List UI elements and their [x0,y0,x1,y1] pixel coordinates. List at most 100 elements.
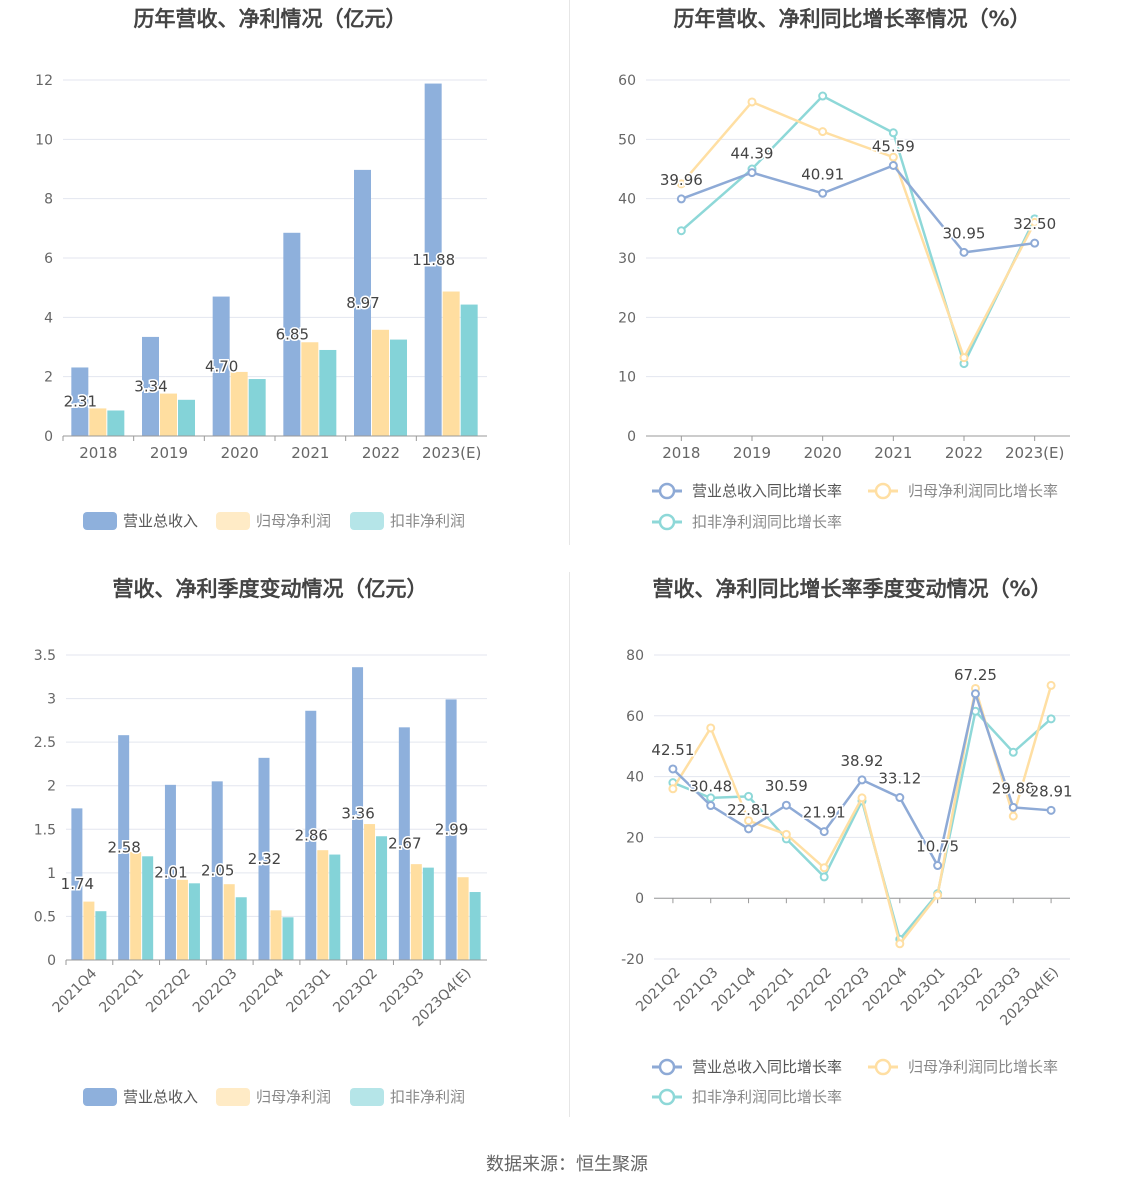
bar-deducted-profit [188,883,200,960]
data-point [888,128,898,138]
annual-growth-rate-panel: 历年营收、净利同比增长率情况（%） 0 10 20 30 40 50 60 2018 2019 20… [570,0,1134,545]
bar-deducted-profit [376,836,388,960]
x-tick-label: 2021 [291,444,329,462]
bar-revenue [258,757,270,960]
bar-net-profit [364,824,376,960]
bar-net-profit [410,864,422,960]
bar-revenue [354,169,371,436]
annual-revenue-profit-chart: 历年营收、净利情况（亿元） 0 2 4 6 8 10 12 2018 2019 2020 2021 20… [35,7,487,530]
y-tick-label: 0 [47,953,56,969]
bar-revenue [164,784,176,960]
data-label: 30.59 [765,777,808,795]
bar-net-profit [270,910,282,960]
legend-swatch-marker [658,1058,676,1076]
data-point [970,689,980,699]
bar-net-profit [442,291,460,436]
bar-deducted-profit [319,349,337,436]
x-tick-label: 2020 [804,444,842,462]
chart-title: 营收、净利季度变动情况（亿元） [113,577,428,601]
data-label: 6.85 [276,325,309,343]
y-tick-label: 1 [47,866,56,882]
data-point [781,800,791,810]
data-point [818,188,828,198]
data-label: 3.36 [341,805,374,823]
bar-deducted-profit [329,854,341,960]
data-point [959,247,969,257]
y-tick-label: 8 [44,192,53,208]
y-tick-label: 40 [618,192,636,208]
y-tick-label: 20 [618,310,636,326]
x-tick-label: 2019 [150,444,188,462]
data-point [668,784,678,794]
y-tick-label: 10 [35,132,53,148]
annual-growth-rate-chart: 历年营收、净利同比增长率情况（%） 0 10 20 30 40 50 60 2018 2019 20… [618,7,1070,531]
legend-label: 营业总收入同比增长率 [692,1058,842,1076]
y-tick-label: 12 [35,73,53,89]
bar-deducted-profit [107,410,125,436]
legend-label: 归母净利润同比增长率 [908,1058,1058,1076]
x-tick-label: 2019 [733,444,771,462]
bar-net-profit [372,329,389,436]
data-label: 2.32 [248,850,281,868]
legend-swatch [83,512,117,530]
bar-deducted-profit [282,917,294,960]
x-tick-label: 2021 [874,444,912,462]
data-label: 3.34 [134,377,167,395]
legend-label: 扣非净利润 [390,512,465,530]
x-tick-label: 2022Q3 [190,966,241,1017]
x-tick-label: 2023Q2 [330,966,381,1017]
data-point [747,97,757,107]
data-label: 67.25 [954,666,997,684]
y-tick-label: 2 [47,779,56,795]
x-tick-label: 2022Q1 [96,966,147,1017]
y-tick-label: -20 [621,952,644,968]
data-label: 30.95 [943,224,986,242]
data-point [818,91,828,101]
x-tick-label: 2023(E) [1005,444,1064,462]
data-label: 8.97 [346,294,379,312]
legend-label: 营业总收入 [123,1088,198,1106]
x-tick-label: 2022Q2 [143,966,194,1017]
legend-swatch-marker [658,513,676,531]
data-point [888,160,898,170]
data-label: 42.51 [651,741,694,759]
x-tick-label: 2021Q4 [50,965,101,1016]
annual-revenue-profit-panel: 历年营收、净利情况（亿元） 0 2 4 6 8 10 12 2018 2019 2020 2021 20… [0,0,565,545]
data-point [1008,802,1018,812]
bar-deducted-profit [142,856,154,960]
data-point [747,168,757,178]
data-point [819,827,829,837]
x-tick-label: 2023Q1 [284,966,335,1017]
y-tick-label: 1.5 [34,822,56,838]
data-label: 39.96 [660,171,703,189]
quarterly-revenue-profit-chart: 营收、净利季度变动情况（亿元）00.511.522.533.52021Q4202… [34,577,487,1106]
data-point [819,863,829,873]
bar-revenue [212,296,230,436]
y-tick-label: 0.5 [34,909,56,925]
chart-title: 历年营收、净利同比增长率情况（%） [673,7,1030,31]
data-point [959,353,969,363]
legend-swatch-marker [658,482,676,500]
data-point [668,764,678,774]
bar-deducted-profit [460,304,478,436]
data-label: 2.05 [201,862,234,880]
data-label: 11.88 [412,251,455,269]
data-point [1008,811,1018,821]
data-label: 30.48 [689,778,732,796]
bar-revenue [71,808,83,960]
data-point [857,793,867,803]
data-label: 38.92 [841,752,884,770]
data-point [744,791,754,801]
quarterly-revenue-profit-panel: 营收、净利季度变动情况（亿元） 0 0.5 1 1.5 2 2.5 3 3.5 2021Q4 202… [0,570,565,1125]
series-line-deducted-profit-growth [680,94,1036,368]
bar-net-profit [83,901,95,960]
data-point [744,824,754,834]
legend-label: 归母净利润同比增长率 [908,482,1058,500]
x-tick-label: 2018 [79,444,117,462]
data-point [895,793,905,803]
x-tick-label: 2023(E) [422,444,481,462]
y-tick-label: 3.5 [34,648,56,664]
data-label: 44.39 [731,145,774,163]
x-tick-label: 2020 [221,444,259,462]
legend-swatch [350,1088,384,1106]
